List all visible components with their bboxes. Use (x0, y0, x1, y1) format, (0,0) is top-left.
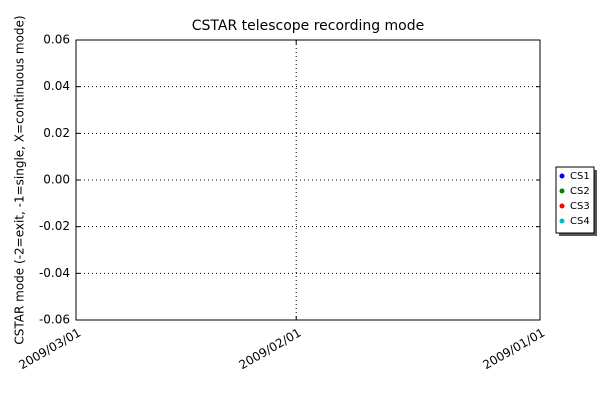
y-tick-label: -0.02 (39, 219, 70, 233)
x-tick-label: 2009/01/01 (480, 326, 547, 373)
x-tick-label: 2009/02/01 (237, 326, 304, 373)
y-tick-label: 0.04 (43, 79, 70, 93)
y-tick-label: 0.00 (43, 173, 70, 187)
legend-marker (559, 218, 565, 224)
legend-marker (559, 203, 565, 209)
y-tick-label: -0.04 (39, 266, 70, 280)
legend-label: CS2 (570, 186, 590, 197)
legend-label: CS1 (570, 171, 590, 182)
legend-marker (559, 173, 565, 179)
plot-frame (75, 39, 541, 321)
y-tick-label: 0.06 (43, 33, 70, 47)
legend-label: CS3 (570, 201, 590, 212)
chart-title: CSTAR telescope recording mode (192, 18, 425, 34)
y-axis-label: CSTAR mode (-2=exit, -1=single, X=contin… (13, 15, 27, 344)
legend-label: CS4 (570, 216, 590, 227)
y-tick-label: 0.02 (43, 126, 70, 140)
y-tick-label: -0.06 (39, 313, 70, 327)
legend-marker (559, 188, 565, 194)
